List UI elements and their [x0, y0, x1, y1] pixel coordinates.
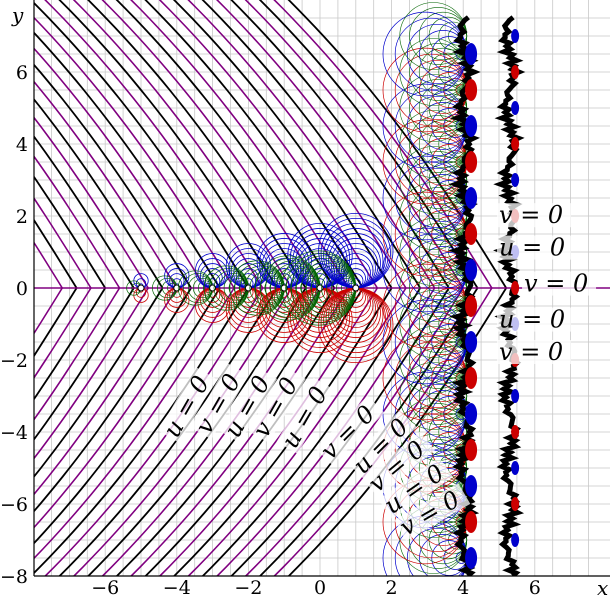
pole-marker [316, 284, 324, 292]
contour-blob [465, 403, 478, 425]
pole-marker [244, 284, 252, 292]
curve-label: v = 0 [524, 270, 588, 298]
curve-label-backdrop [394, 483, 471, 541]
curve-label: v = 0 [499, 201, 563, 229]
curve-label-backdrop [276, 377, 335, 454]
y-tick-label: 4 [16, 134, 28, 156]
contour-blob [511, 101, 520, 115]
curve-label: v = 0 [499, 338, 563, 366]
curve-label-backdrop [378, 457, 453, 520]
y-tick-label: −2 [0, 350, 28, 372]
curve-label-backdrop [347, 410, 417, 480]
contour-blob [511, 533, 520, 547]
y-tick-label: −8 [0, 566, 28, 588]
curve-label-backdrop [315, 395, 385, 466]
contour-blob [511, 389, 520, 403]
contour-blob [511, 497, 520, 511]
contour-blob [465, 439, 478, 461]
x-tick-label: −6 [91, 577, 119, 599]
contour-blob [511, 425, 520, 439]
curve-label: u = 0 [499, 234, 565, 262]
curve-label-backdrop [362, 431, 436, 498]
axes-frame [33, 0, 610, 577]
y-tick-label: −4 [0, 422, 28, 444]
contour-blob [465, 223, 478, 245]
contour-blob [465, 367, 478, 389]
curve-label-backdrop [190, 363, 249, 440]
contour-blob [511, 461, 520, 475]
curve-label-backdrop [497, 340, 571, 364]
tick-labels: −6 −4 −2 0 2 4 6 −8 −6 −4 −2 0 2 4 6 [0, 62, 541, 599]
contour-blob [465, 151, 478, 173]
x-tick-label: −2 [234, 577, 262, 599]
contour-blob [465, 187, 478, 209]
curve-label-backdrop [158, 366, 217, 443]
x-tick-label: −4 [163, 577, 191, 599]
contour-blob [465, 259, 478, 281]
curve-label-backdrop [522, 271, 597, 296]
contour-blob [465, 331, 478, 353]
y-axis-label: y [11, 3, 24, 27]
curve-label-backdrop [219, 366, 278, 443]
curve-labels: v = 0u = 0v = 0u = 0v = 0u = 0v = 0u = 0… [158, 201, 597, 542]
x-axis-label: x [597, 576, 608, 600]
curve-label: u = 0 [499, 306, 565, 334]
x-tick-label: 4 [457, 577, 469, 599]
pole-marker [352, 284, 360, 292]
curve-label-backdrop [497, 235, 571, 260]
curve-label-backdrop [247, 366, 306, 443]
contour-ring [399, 2, 468, 70]
y-tick-label: −6 [0, 494, 28, 516]
boundary-edge [493, 15, 526, 576]
curve-label-backdrop [497, 307, 571, 332]
y-tick-label: 6 [16, 62, 28, 84]
pole-marker [137, 284, 145, 292]
pole-marker [173, 284, 181, 292]
contour-blob [511, 173, 520, 187]
contour-blob [465, 115, 478, 137]
contour-blob [511, 137, 520, 151]
y-tick-label: 0 [16, 278, 28, 300]
curve-label-backdrop [497, 203, 571, 228]
contour-blob [511, 65, 520, 79]
x-tick-label: 2 [386, 577, 398, 599]
contour-blob [465, 295, 478, 317]
contour-blob [465, 547, 478, 569]
contour-blob [511, 281, 520, 295]
contour-blob [465, 511, 478, 533]
contour-blob [465, 43, 478, 65]
x-tick-label: 6 [529, 577, 541, 599]
pole-marker [209, 284, 217, 292]
y-tick-label: 2 [16, 206, 28, 228]
contour-blob [511, 29, 520, 43]
x-tick-label: 0 [314, 577, 326, 599]
contour-blob [465, 79, 478, 101]
contour-blob [465, 475, 478, 497]
